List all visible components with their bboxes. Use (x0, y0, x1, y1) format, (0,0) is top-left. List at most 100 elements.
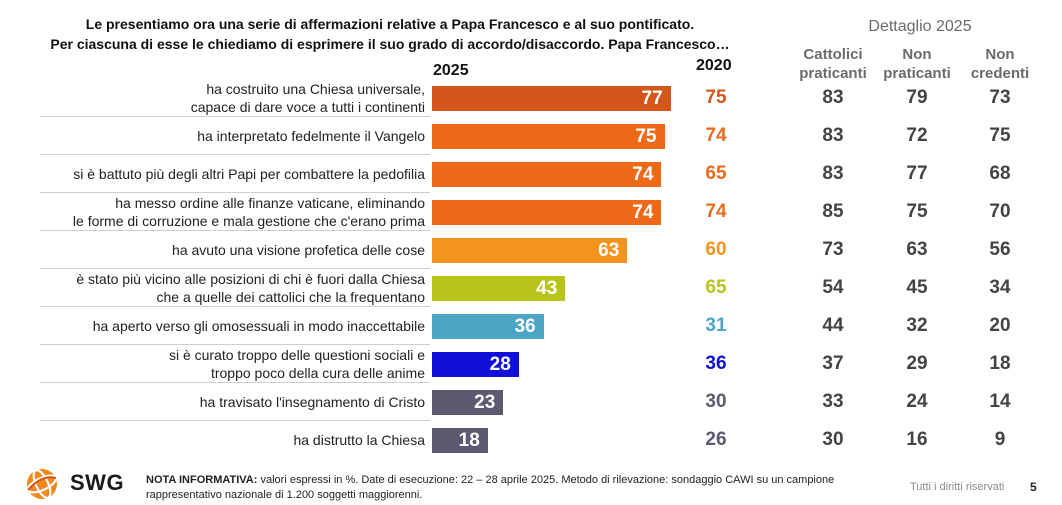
row-separator (40, 344, 430, 345)
bar-value-label: 23 (474, 392, 496, 413)
value-2020: 74 (705, 201, 727, 222)
category-label: ha interpretato fedelmente il Vangelo (40, 117, 425, 155)
category-label: ha distrutto la Chiesa (40, 421, 425, 459)
category-label-line: è stato più vicino alle posizioni di chi… (76, 271, 425, 287)
category-label-line: ha interpretato fedelmente il Vangelo (197, 128, 425, 144)
detail-value-non-praticanti: 79 (906, 87, 928, 108)
detail-value-non-credenti: 56 (989, 239, 1011, 260)
category-label: ha aperto verso gli omosessuali in modo … (40, 307, 425, 345)
detail-value-cattolici: 73 (822, 239, 844, 260)
chart-row: ha interpretato fedelmente il Vangelo 75 7… (0, 117, 1062, 155)
category-label-line: ha travisato l'insegnamento di Cristo (199, 394, 425, 410)
bar-value-label: 43 (536, 278, 558, 299)
detail-value-non-praticanti: 24 (906, 391, 928, 412)
category-label-line: che a quelle dei cattolici che la freque… (156, 289, 425, 305)
detail-title: Dettaglio 2025 (868, 18, 972, 35)
chart-title: Le presentiamo ora una serie di affermaz… (40, 14, 740, 54)
detail-value-non-credenti: 34 (989, 277, 1011, 298)
value-2020: 26 (705, 429, 727, 450)
detail-value-non-credenti: 73 (989, 87, 1011, 108)
detail-value-cattolici: 85 (822, 201, 844, 222)
detail-value-non-credenti: 75 (989, 125, 1011, 146)
category-label: si è curato troppo delle questioni socia… (40, 345, 425, 383)
category-label-line: le forme di corruzione e mala gestione c… (72, 213, 425, 229)
bar-2025: 18 (432, 428, 488, 453)
row-separator (40, 154, 430, 155)
row-separator (40, 116, 430, 117)
category-label-line: si è curato troppo delle questioni socia… (168, 347, 425, 363)
detail-value-non-praticanti: 29 (906, 353, 928, 374)
chart-row: ha distrutto la Chiesa 18 26 30 16 9 (0, 421, 1062, 459)
category-label-line: ha avuto una visione profetica delle cos… (172, 242, 425, 258)
bar-value-label: 77 (641, 88, 663, 109)
category-label: ha costruito una Chiesa universale, capac… (40, 79, 425, 117)
value-2020: 74 (705, 125, 727, 146)
bar-value-label: 28 (489, 354, 511, 375)
chart-row: si è battuto più degli altri Papi per co… (0, 155, 1062, 193)
category-label-line: capace di dare voce a tutti i continenti (190, 99, 425, 115)
bar-2025: 74 (432, 162, 662, 187)
detail-value-cattolici: 37 (822, 353, 844, 374)
detail-value-cattolici: 83 (822, 125, 844, 146)
detail-value-cattolici: 83 (822, 163, 844, 184)
bar-value-label: 18 (458, 430, 480, 451)
category-label: ha travisato l'insegnamento di Cristo (40, 383, 425, 421)
bar-2025: 23 (432, 390, 504, 415)
bar-value-label: 36 (514, 316, 536, 337)
row-separator (40, 230, 430, 231)
detail-value-non-praticanti: 32 (906, 315, 928, 336)
detail-col-non-credenti: Non credenti (970, 46, 1030, 82)
detail-value-non-praticanti: 75 (906, 201, 928, 222)
chart-row: si è curato troppo delle questioni socia… (0, 345, 1062, 383)
value-2020: 31 (705, 315, 727, 336)
bar-2025: 75 (432, 124, 665, 149)
detail-value-cattolici: 30 (822, 429, 844, 450)
note-text: valori espressi in %. Date di esecuzione… (146, 474, 835, 501)
category-label: ha messo ordine alle finanze vaticane, e… (40, 193, 425, 231)
bar-value-label: 75 (635, 126, 657, 147)
category-label-line: ha messo ordine alle finanze vaticane, e… (115, 195, 425, 211)
detail-value-non-praticanti: 63 (906, 239, 928, 260)
header-2025: 2025 (433, 62, 469, 79)
value-2020: 60 (705, 239, 727, 260)
value-2020: 75 (705, 87, 727, 108)
detail-value-non-praticanti: 72 (906, 125, 928, 146)
bar-value-label: 74 (632, 164, 654, 185)
category-label: ha avuto una visione profetica delle cos… (40, 231, 425, 269)
value-2020: 30 (705, 391, 727, 412)
note-label: NOTA INFORMATIVA: (146, 474, 258, 486)
chart-row: ha aperto verso gli omosessuali in modo … (0, 307, 1062, 345)
bar-value-label: 63 (598, 240, 620, 261)
detail-value-cattolici: 83 (822, 87, 844, 108)
chart-row: è stato più vicino alle posizioni di chi… (0, 269, 1062, 307)
category-label-line: si è battuto più degli altri Papi per co… (73, 166, 425, 182)
bar-2025: 63 (432, 238, 628, 263)
detail-value-cattolici: 54 (822, 277, 844, 298)
bar-2025: 77 (432, 86, 671, 111)
chart-row: ha costruito una Chiesa universale, capac… (0, 79, 1062, 117)
detail-value-cattolici: 44 (822, 315, 844, 336)
value-2020: 36 (705, 353, 727, 374)
detail-value-non-credenti: 20 (989, 315, 1011, 336)
row-separator (40, 268, 430, 269)
value-2020: 65 (705, 277, 727, 298)
detail-value-non-praticanti: 16 (906, 429, 928, 450)
category-label-line: troppo poco della cura delle anime (210, 365, 425, 381)
chart-row: ha avuto una visione profetica delle cos… (0, 231, 1062, 269)
category-label: si è battuto più degli altri Papi per co… (40, 155, 425, 193)
category-label: è stato più vicino alle posizioni di chi… (40, 269, 425, 307)
chart-row: ha travisato l'insegnamento di Cristo 23 3… (0, 383, 1062, 421)
header-2020: 2020 (696, 57, 732, 74)
detail-value-non-credenti: 70 (989, 201, 1011, 222)
detail-value-non-credenti: 14 (989, 391, 1011, 412)
swg-globe-icon (27, 469, 57, 499)
value-2020: 65 (705, 163, 727, 184)
detail-value-non-credenti: 18 (989, 353, 1011, 374)
category-label-line: ha costruito una Chiesa universale, (206, 81, 425, 97)
detail-value-non-praticanti: 45 (906, 277, 928, 298)
bar-2025: 74 (432, 200, 662, 225)
logo-text: SWG (70, 470, 125, 495)
rights-text: Tutti i diritti riservati (910, 481, 1005, 493)
row-separator (40, 306, 430, 307)
row-separator (40, 382, 430, 383)
